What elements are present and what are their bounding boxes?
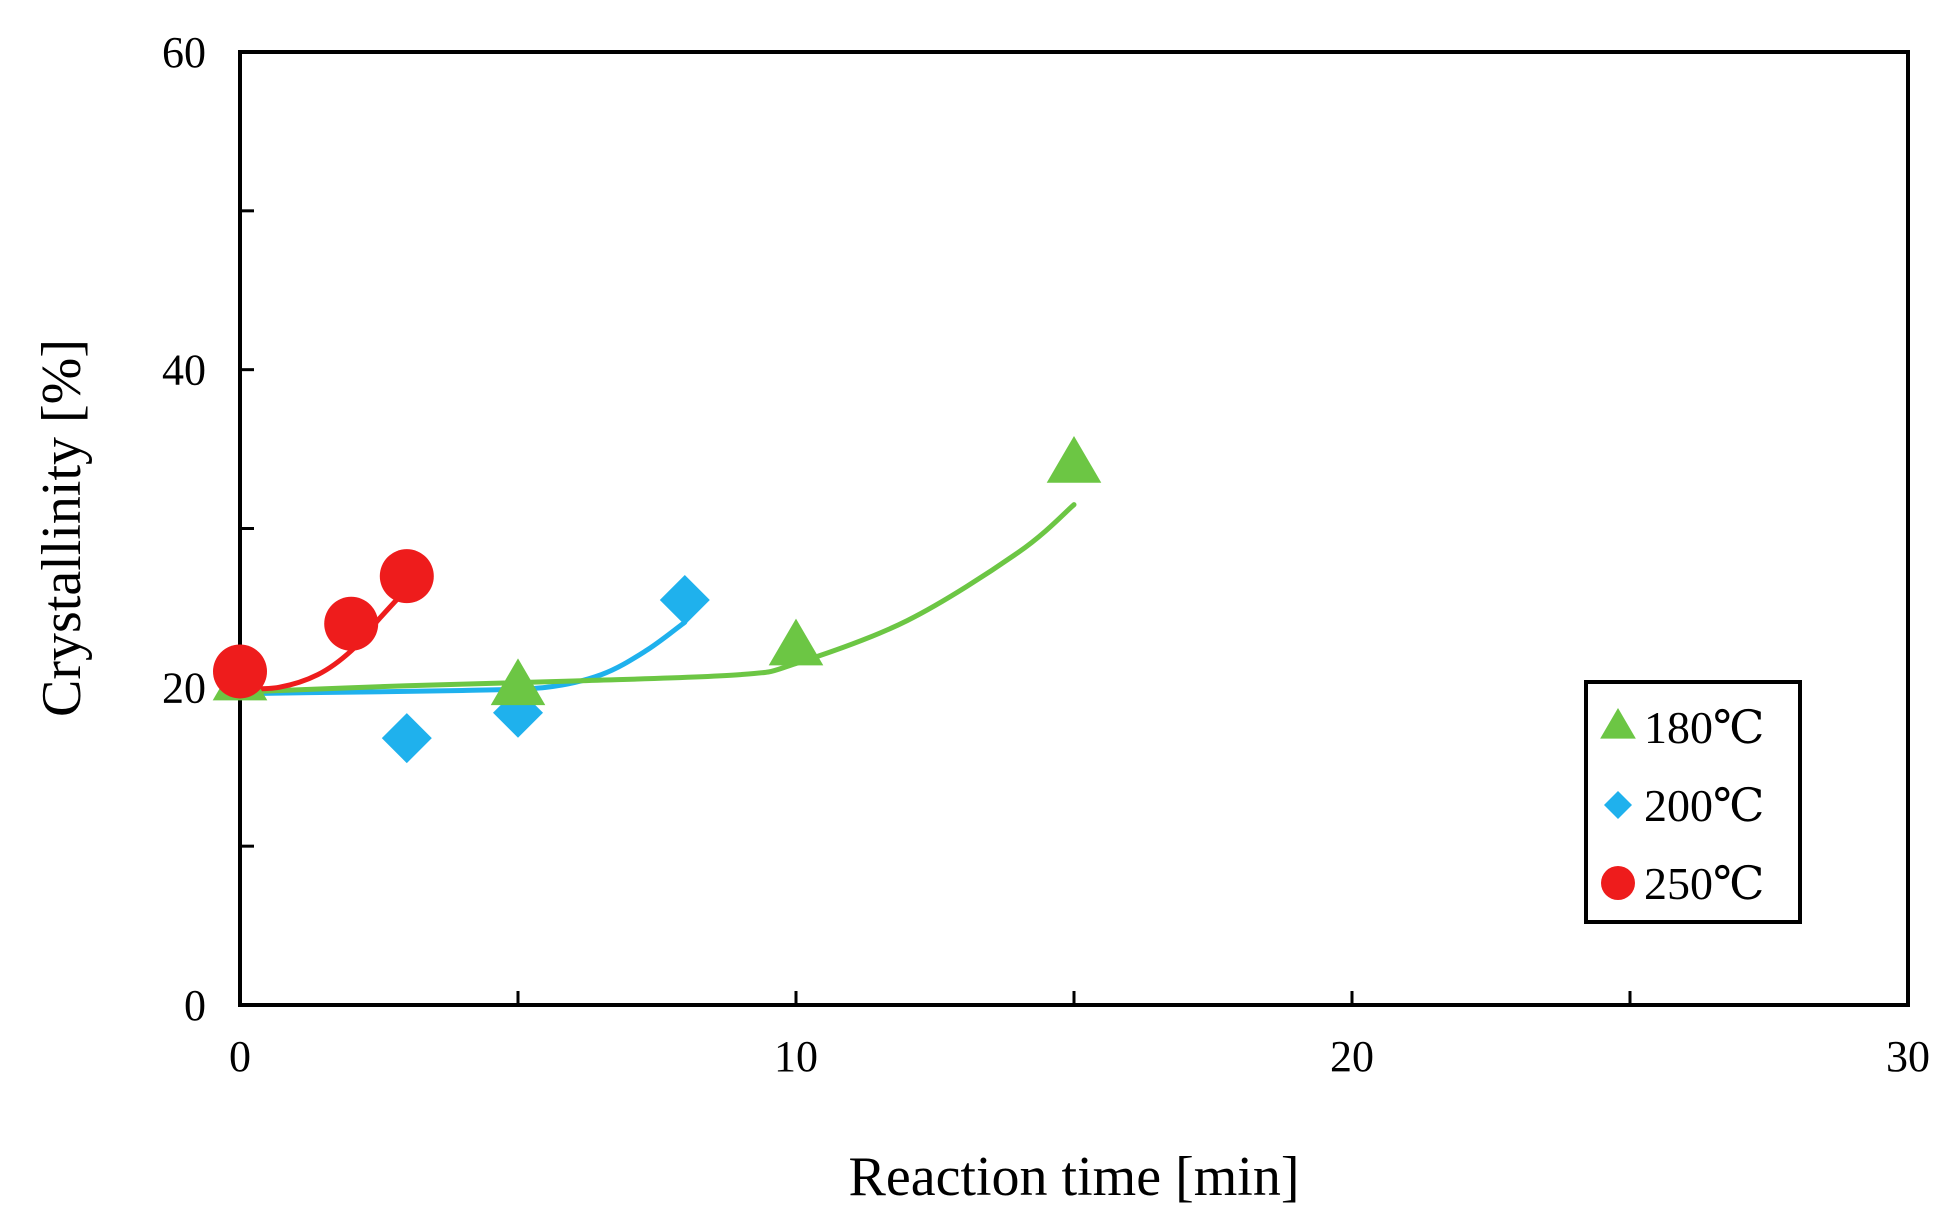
x-tick-label: 30: [1886, 1032, 1930, 1081]
x-axis-label: Reaction time [min]: [849, 1146, 1300, 1208]
data-markers: [212, 435, 1102, 764]
y-tick-label: 20: [162, 663, 206, 712]
legend-marker: [1600, 708, 1636, 739]
legend-label: 200℃: [1644, 780, 1764, 831]
data-point: [381, 713, 432, 764]
data-point: [324, 596, 379, 651]
x-tick-label: 10: [774, 1032, 818, 1081]
legend: 180℃ 200℃ 250℃: [1584, 680, 1802, 924]
fit-line: [237, 586, 410, 692]
y-axis-label: Crystallinity [%]: [31, 339, 93, 717]
x-tick-label: 0: [229, 1032, 251, 1081]
data-point: [213, 644, 267, 699]
tick-labels: 0 10 20 30 0 20 40 60: [162, 28, 1930, 1081]
y-tick-label: 40: [162, 346, 206, 395]
legend-label: 250℃: [1644, 858, 1764, 909]
legend-marker: [1601, 866, 1635, 900]
y-tick-label: 0: [184, 981, 206, 1030]
y-tick-label: 60: [162, 28, 206, 77]
legend-items: 180℃ 200℃ 250℃: [1600, 702, 1764, 909]
data-point: [379, 549, 434, 604]
x-tick-label: 20: [1330, 1032, 1374, 1081]
data-point: [1046, 435, 1102, 483]
data-point: [490, 658, 546, 706]
legend-marker: [1604, 791, 1632, 819]
fit-line: [237, 502, 1077, 695]
legend-label: 180℃: [1644, 702, 1764, 753]
data-point: [659, 574, 710, 625]
data-point: [768, 618, 824, 666]
